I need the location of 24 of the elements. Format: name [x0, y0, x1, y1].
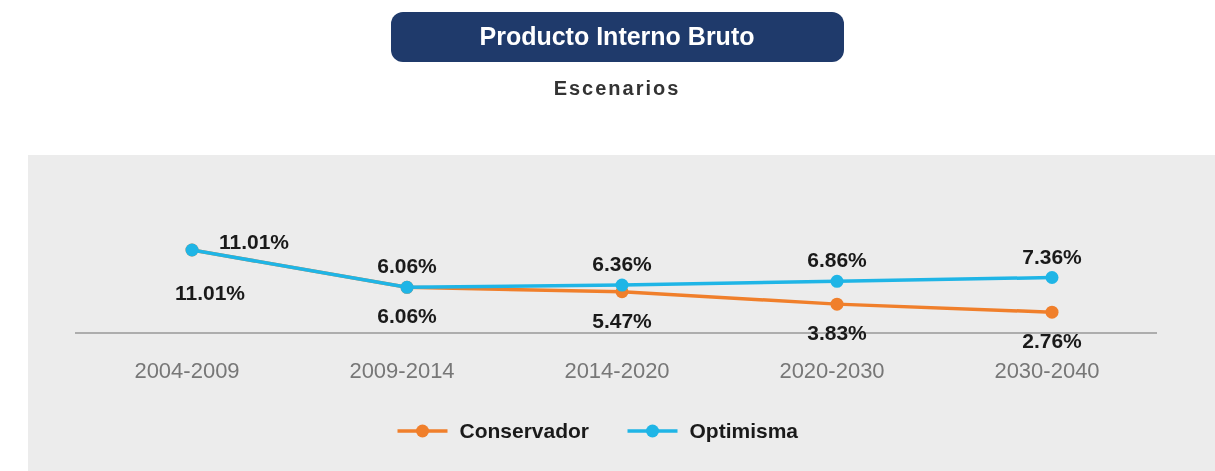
data-label: 2.76% [1022, 329, 1083, 353]
data-label: 11.01% [218, 230, 290, 253]
data-label: 6.36% [592, 252, 653, 276]
point [830, 297, 844, 311]
x-tick-label: 2009-2014 [349, 358, 455, 383]
x-tick-label: 2004-2009 [134, 358, 240, 383]
x-tick-label: 2020-2030 [779, 358, 885, 383]
data-label: 5.47% [592, 308, 653, 332]
legend-label: Conservador [459, 419, 590, 442]
point [1045, 271, 1059, 285]
legend-label: Optimisma [689, 419, 799, 442]
chart-subtitle: Escenarios [553, 77, 681, 99]
data-label: 6.86% [807, 248, 868, 272]
data-label: 3.83% [807, 321, 868, 345]
data-label: 7.36% [1022, 244, 1083, 268]
data-label: 11.01% [174, 281, 246, 304]
point [830, 274, 844, 288]
chart-title: Producto Interno Bruto [479, 22, 755, 50]
data-label: 6.06% [377, 254, 438, 278]
point [615, 278, 629, 292]
x-tick-label: 2014-2020 [564, 358, 670, 383]
data-label: 6.06% [377, 304, 438, 328]
point [1045, 305, 1059, 319]
x-tick-label: 2030-2040 [994, 358, 1100, 383]
